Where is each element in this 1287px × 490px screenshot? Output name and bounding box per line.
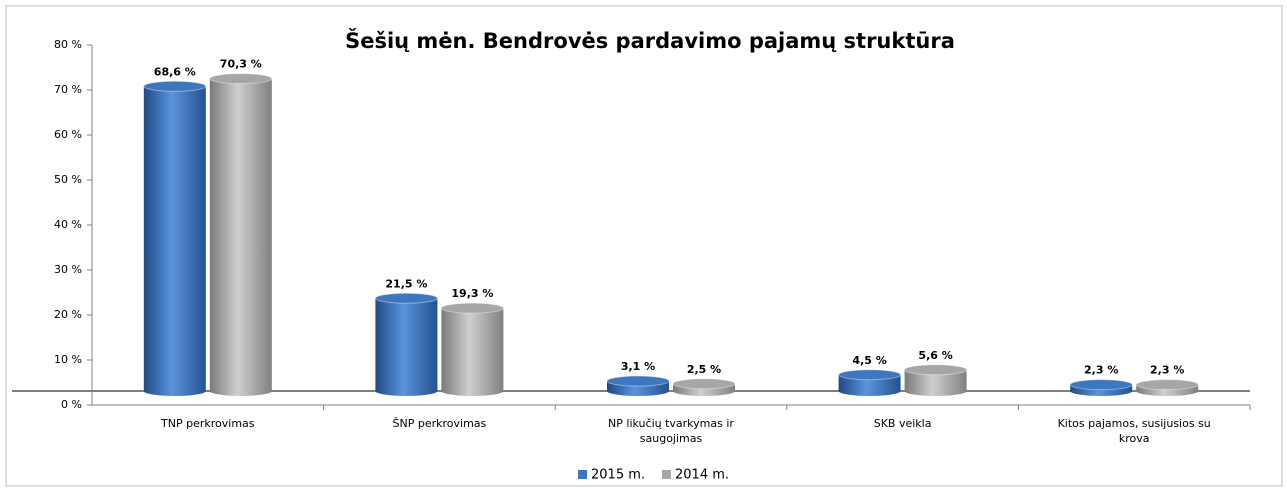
value-label: 4,5 % — [852, 354, 886, 367]
y-tick-label: 40 % — [54, 218, 82, 231]
legend-swatch — [578, 470, 587, 479]
value-label: 2,3 % — [1150, 364, 1184, 377]
x-tick-label: Kitos pajamos, susijusios su krova — [1057, 417, 1211, 445]
value-label: 68,6 % — [154, 65, 196, 78]
y-tick-label: 50 % — [54, 173, 82, 186]
value-label: 21,5 % — [385, 277, 427, 290]
bar-top — [904, 364, 968, 376]
bar-top — [374, 292, 438, 304]
bar-top — [143, 80, 207, 92]
bar-top — [440, 302, 504, 314]
bar-top — [672, 378, 736, 390]
y-tick-label: 20 % — [54, 308, 82, 321]
y-tick-label: 60 % — [54, 128, 82, 141]
legend-swatch — [662, 470, 672, 479]
y-tick-label: 80 % — [54, 38, 82, 51]
bar-top — [606, 375, 670, 387]
x-tick-label: ŠNP perkrovimas — [392, 417, 487, 430]
y-tick-label: 10 % — [54, 353, 82, 366]
y-tick-label: 30 % — [54, 263, 82, 276]
y-tick-label: 70 % — [54, 83, 82, 96]
bar-top — [1069, 379, 1133, 391]
value-label: 19,3 % — [451, 287, 493, 300]
x-tick-label: NP likučių tvarkymas ir saugojimas — [608, 417, 734, 445]
x-tick-label: SKB veikla — [873, 417, 932, 430]
value-label: 2,3 % — [1084, 364, 1118, 377]
bar — [143, 86, 206, 392]
bar — [441, 308, 504, 391]
bar — [209, 78, 272, 392]
value-label: 2,5 % — [687, 363, 721, 376]
x-tick-label: TNP perkrovimas — [161, 417, 255, 430]
y-tick-label: 0 % — [61, 398, 82, 411]
bar — [375, 298, 438, 391]
value-label: 70,3 % — [220, 58, 262, 71]
chart-title: Šešių mėn. Bendrovės pardavimo pajamų st… — [345, 28, 955, 53]
bar-top — [209, 73, 273, 85]
bar-top — [838, 369, 902, 381]
legend-label: 2015 m. — [591, 468, 645, 483]
value-label: 3,1 % — [621, 360, 655, 373]
bar-top — [1135, 379, 1199, 391]
chart-border — [5, 5, 1283, 487]
bar — [904, 369, 967, 391]
legend-label: 2014 m. — [675, 468, 729, 483]
value-label: 5,6 % — [918, 349, 952, 362]
